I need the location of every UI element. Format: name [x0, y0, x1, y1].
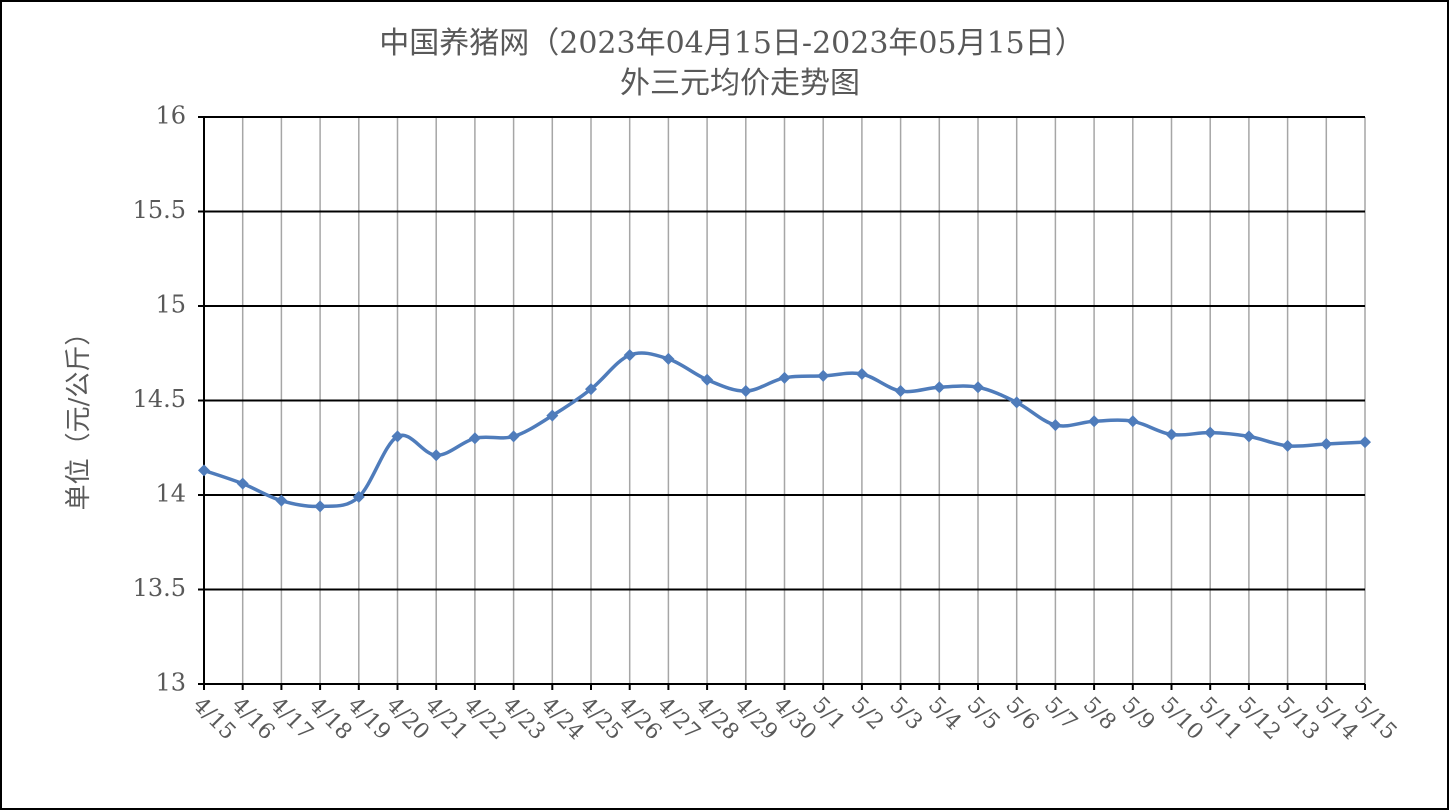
marker — [468, 432, 481, 445]
marker — [1126, 415, 1139, 428]
y-tick-label: 14.5 — [133, 385, 186, 413]
marker — [352, 490, 365, 503]
marker — [778, 371, 791, 384]
marker — [198, 464, 210, 477]
marker — [430, 449, 443, 462]
y-tick-label: 14 — [155, 480, 186, 508]
marker — [817, 369, 830, 382]
marker — [314, 500, 327, 513]
y-tick-label: 15 — [155, 291, 186, 319]
marker — [1281, 439, 1294, 452]
marker — [739, 385, 752, 398]
marker — [855, 368, 868, 381]
y-tick-label: 15.5 — [133, 196, 186, 224]
marker — [507, 430, 520, 443]
marker — [1204, 426, 1217, 439]
y-tick-label: 13 — [155, 669, 186, 697]
chart-title: 中国养猪网（2023年04月15日-2023年05月15日） — [379, 26, 1085, 61]
marker — [894, 385, 907, 398]
marker — [585, 383, 597, 396]
y-tick-label: 13.5 — [133, 574, 186, 602]
marker — [275, 494, 288, 507]
y-tick-label: 16 — [155, 102, 186, 130]
marker — [662, 352, 675, 365]
marker — [1088, 415, 1101, 428]
marker — [1010, 396, 1023, 409]
chart-subtitle: 外三元均价走势图 — [620, 66, 860, 101]
marker — [1359, 436, 1371, 449]
marker — [391, 430, 404, 443]
marker — [623, 349, 636, 362]
marker — [546, 409, 559, 422]
marker — [236, 477, 249, 490]
marker — [1320, 437, 1333, 450]
marker — [1049, 419, 1062, 432]
marker — [1165, 428, 1178, 441]
marker — [1242, 430, 1255, 443]
marker — [701, 373, 714, 386]
y-axis-label: 单位（元/公斤） — [64, 320, 94, 511]
marker — [933, 381, 946, 394]
marker — [972, 381, 984, 394]
